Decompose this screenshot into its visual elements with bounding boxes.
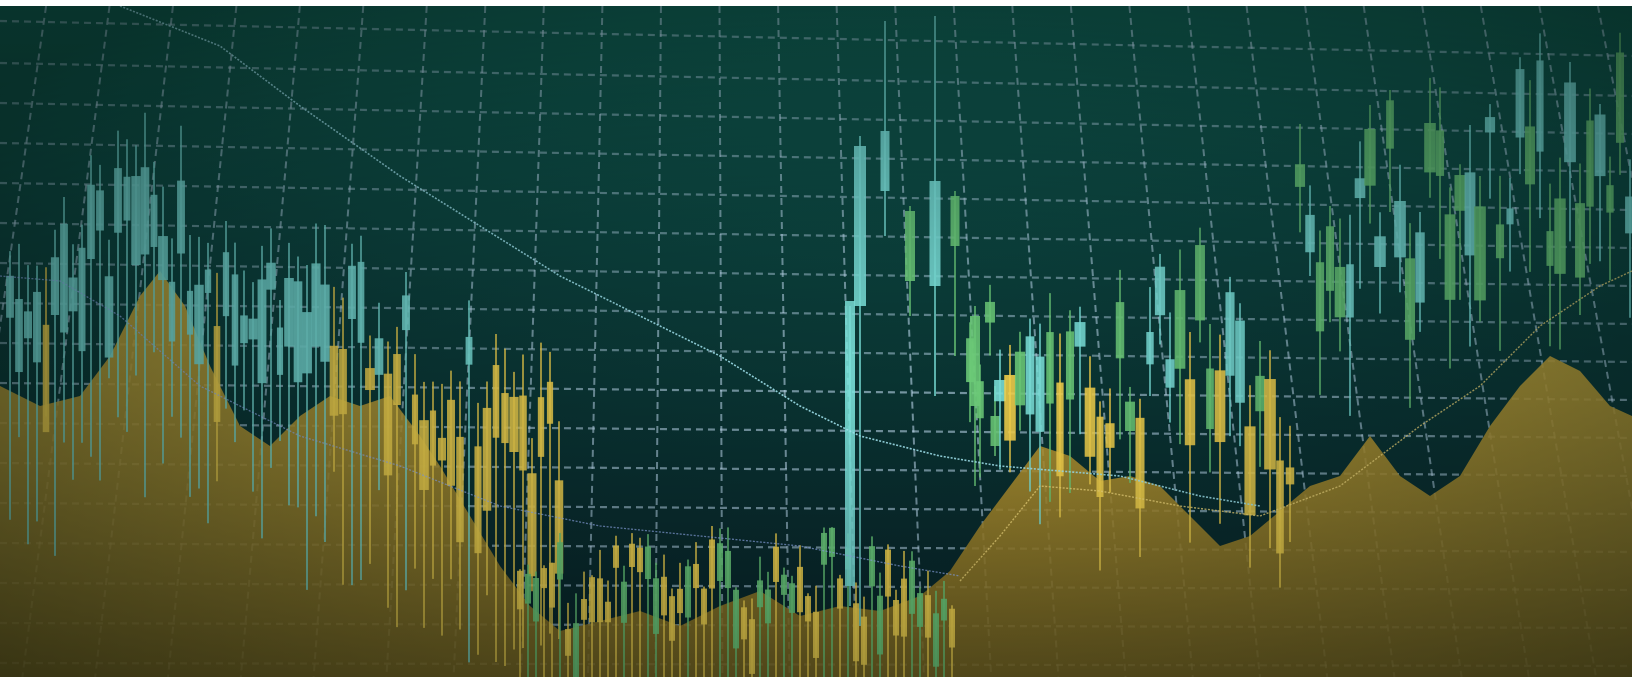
- chart-scene: [0, 6, 1632, 677]
- vignette: [0, 6, 1632, 677]
- stock-chart-photo: [0, 6, 1632, 677]
